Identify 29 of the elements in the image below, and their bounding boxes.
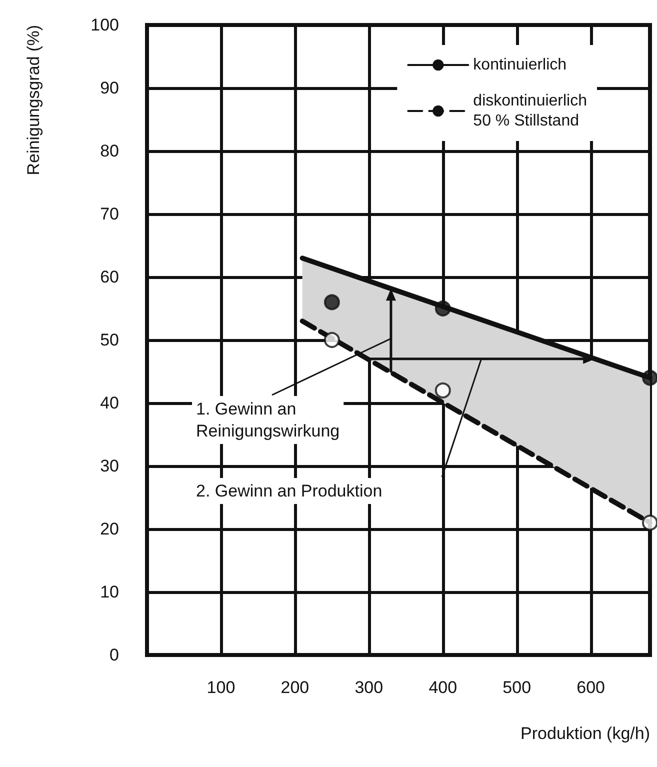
annotation: 1. Gewinn an Reinigungswirkung — [196, 400, 340, 440]
y-tick-label: 60 — [100, 268, 119, 286]
y-axis-title: Reinigungsgrad (%) — [24, 25, 43, 176]
legend-label: kontinuierlich — [473, 56, 567, 74]
y-tick-label: 70 — [100, 204, 119, 224]
y-tick-label: 40 — [100, 394, 119, 412]
point — [642, 370, 657, 386]
x-tick-label: 100 — [206, 678, 236, 697]
point — [434, 300, 451, 316]
x-tick-label: 500 — [502, 678, 532, 697]
point — [642, 514, 657, 531]
x-axis-title: Produktion (kg/h) — [520, 724, 650, 743]
point — [434, 382, 451, 398]
y-tick-label: 20 — [100, 520, 119, 538]
x-tick-label: 300 — [354, 678, 384, 697]
point — [324, 294, 340, 310]
y-tick-label: 0 — [110, 646, 119, 664]
y-tick-label: 90 — [100, 78, 119, 98]
y-tick-label: 50 — [100, 330, 119, 350]
point — [324, 332, 340, 348]
x-tick-label: 200 — [280, 678, 310, 697]
y-tick-label: 30 — [100, 456, 119, 476]
x-tick-label: 400 — [428, 678, 458, 697]
x-tick-label: 600 — [576, 678, 606, 697]
y-tick-label: 80 — [100, 142, 119, 160]
y-tick-label: 10 — [100, 582, 119, 602]
annotation: 2. Gewinn an Produktion — [196, 482, 382, 500]
legend-label: diskontinuierlich 50 % Stillstand — [473, 92, 588, 130]
y-tick-label: 100 — [90, 16, 119, 34]
